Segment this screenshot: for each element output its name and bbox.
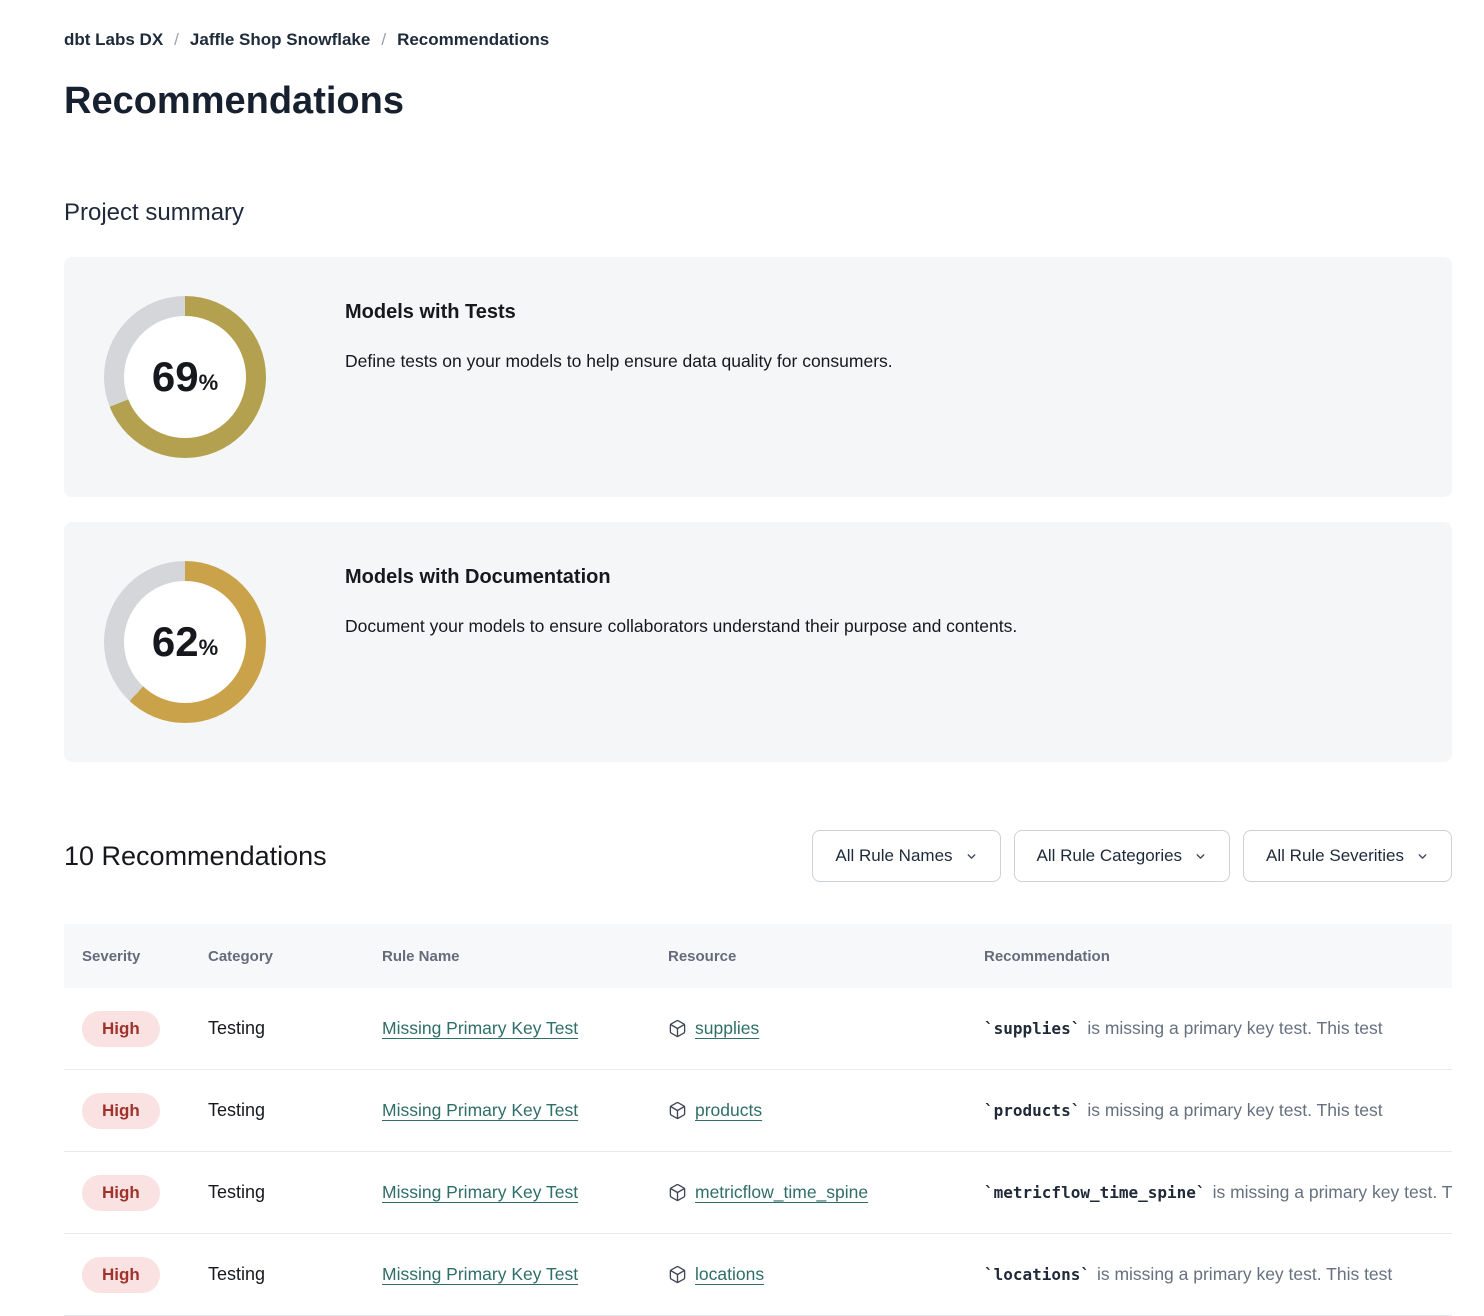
- rule-name-cell: Missing Primary Key Test: [382, 1100, 668, 1121]
- recommendation-text: is missing a primary key test. This test: [1087, 1100, 1383, 1120]
- docs-card-title: Models with Documentation: [345, 566, 611, 588]
- rule-name-cell: Missing Primary Key Test: [382, 1182, 668, 1203]
- percent-sign: %: [198, 370, 219, 395]
- resource-code-snippet: `metricflow_time_spine`: [984, 1183, 1206, 1202]
- resource-code-snippet: `products`: [984, 1101, 1081, 1120]
- package-icon: [668, 1101, 687, 1120]
- resource-link[interactable]: products: [695, 1100, 763, 1120]
- category-cell: Testing: [208, 1264, 266, 1284]
- chevron-down-icon: [1416, 850, 1429, 863]
- severity-badge: High: [82, 1092, 160, 1129]
- rule-name-link[interactable]: Missing Primary Key Test: [382, 1100, 579, 1120]
- rule-name-link[interactable]: Missing Primary Key Test: [382, 1264, 579, 1284]
- column-header-recommendation: Recommendation: [984, 947, 1110, 965]
- breadcrumb-project[interactable]: Jaffle Shop Snowflake: [189, 30, 371, 49]
- column-header-rule-name: Rule Name: [382, 947, 460, 965]
- table-row: High Testing Missing Primary Key Test pr…: [64, 1070, 1452, 1152]
- chevron-down-icon: [1194, 850, 1207, 863]
- category-cell: Testing: [208, 1182, 266, 1202]
- breadcrumb: dbt Labs DX / Jaffle Shop Snowflake / Re…: [0, 0, 1484, 50]
- resource-code-snippet: `locations`: [984, 1265, 1090, 1284]
- table-header-row: Severity Category Rule Name Resource Rec…: [64, 924, 1452, 988]
- breadcrumb-separator: /: [174, 30, 179, 49]
- severity-cell: High: [82, 1174, 208, 1211]
- breadcrumb-separator: /: [381, 30, 387, 49]
- project-summary-heading: Project summary: [64, 199, 245, 226]
- donut-center: 62%: [124, 581, 246, 703]
- summary-cards: 69% Models with Tests Define tests on yo…: [64, 257, 1452, 762]
- column-header-category: Category: [208, 947, 274, 965]
- breadcrumb-account[interactable]: dbt Labs DX: [64, 30, 164, 49]
- package-icon: [668, 1265, 687, 1284]
- resource-link[interactable]: metricflow_time_spine: [695, 1182, 869, 1202]
- tests-donut-chart: 69%: [104, 296, 266, 458]
- table-row: High Testing Missing Primary Key Test lo…: [64, 1234, 1452, 1316]
- resource-link[interactable]: supplies: [695, 1018, 760, 1038]
- rule-names-filter-dropdown[interactable]: All Rule Names: [812, 830, 1001, 882]
- resource-link[interactable]: locations: [695, 1264, 765, 1284]
- card-text: Models with Tests Define tests on your m…: [345, 257, 893, 372]
- resource-cell: supplies: [668, 1018, 984, 1039]
- recommendations-count-heading: 10 Recommendations: [64, 840, 327, 871]
- recommendation-cell: `metricflow_time_spine` is missing a prim…: [984, 1182, 1452, 1203]
- recommendations-table: Severity Category Rule Name Resource Rec…: [64, 924, 1452, 1316]
- table-row: High Testing Missing Primary Key Test me…: [64, 1152, 1452, 1234]
- page-title: Recommendations: [64, 80, 404, 122]
- severity-cell: High: [82, 1256, 208, 1293]
- filter-label: All Rule Severities: [1266, 846, 1404, 865]
- category-cell: Testing: [208, 1100, 266, 1120]
- models-with-documentation-card: 62% Models with Documentation Document y…: [64, 522, 1452, 762]
- tests-percent-value: 69: [151, 353, 199, 400]
- rule-name-link[interactable]: Missing Primary Key Test: [382, 1182, 579, 1202]
- docs-card-description: Document your models to ensure collabora…: [345, 616, 1018, 636]
- filter-label: All Rule Names: [835, 846, 953, 865]
- severity-badge: High: [82, 1256, 160, 1293]
- table-row: High Testing Missing Primary Key Test su…: [64, 988, 1452, 1070]
- models-with-tests-card: 69% Models with Tests Define tests on yo…: [64, 257, 1452, 497]
- rule-name-link[interactable]: Missing Primary Key Test: [382, 1018, 579, 1038]
- filter-bar: All Rule Names All Rule Categories All R…: [812, 830, 1452, 882]
- table-body: High Testing Missing Primary Key Test su…: [64, 988, 1452, 1316]
- percent-sign: %: [198, 635, 219, 660]
- recommendation-cell: `supplies` is missing a primary key test.…: [984, 1018, 1452, 1039]
- docs-donut-chart: 62%: [104, 561, 266, 723]
- package-icon: [668, 1019, 687, 1038]
- severity-cell: High: [82, 1010, 208, 1047]
- resource-code-snippet: `supplies`: [984, 1019, 1081, 1038]
- donut-center: 69%: [124, 316, 246, 438]
- breadcrumb-current-page: Recommendations: [397, 30, 550, 49]
- rule-categories-filter-dropdown[interactable]: All Rule Categories: [1013, 830, 1231, 882]
- severity-badge: High: [82, 1174, 160, 1211]
- recommendation-text: is missing a primary key test. This test: [1087, 1018, 1383, 1038]
- resource-cell: metricflow_time_spine: [668, 1182, 984, 1203]
- rule-name-cell: Missing Primary Key Test: [382, 1018, 668, 1039]
- severity-cell: High: [82, 1092, 208, 1129]
- resource-cell: products: [668, 1100, 984, 1121]
- recommendation-cell: `products` is missing a primary key test.…: [984, 1100, 1452, 1121]
- tests-card-title: Models with Tests: [345, 301, 516, 323]
- package-icon: [668, 1183, 687, 1202]
- recommendation-text: is missing a primary key test. This test: [1212, 1182, 1452, 1202]
- card-text: Models with Documentation Document your …: [345, 522, 1017, 637]
- chevron-down-icon: [965, 850, 978, 863]
- recommendations-header: 10 Recommendations All Rule Names All Ru…: [64, 830, 1452, 882]
- filter-label: All Rule Categories: [1036, 846, 1183, 865]
- recommendation-cell: `locations` is missing a primary key test…: [984, 1264, 1452, 1285]
- rule-severities-filter-dropdown[interactable]: All Rule Severities: [1243, 830, 1452, 882]
- column-header-resource: Resource: [668, 947, 737, 965]
- docs-percent-value: 62: [151, 618, 199, 665]
- severity-badge: High: [82, 1010, 160, 1047]
- tests-card-description: Define tests on your models to help ensu…: [345, 351, 893, 371]
- recommendation-text: is missing a primary key test. This test: [1096, 1264, 1393, 1284]
- resource-cell: locations: [668, 1264, 984, 1285]
- rule-name-cell: Missing Primary Key Test: [382, 1264, 668, 1285]
- column-header-severity: Severity: [82, 947, 141, 965]
- category-cell: Testing: [208, 1018, 266, 1038]
